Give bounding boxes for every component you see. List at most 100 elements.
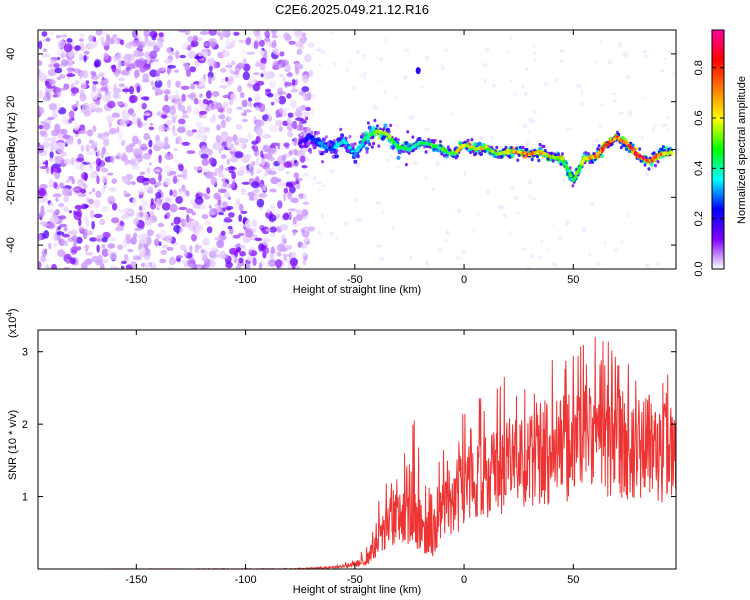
ridge-blob [364,141,368,145]
noise-blob [199,30,209,36]
noise-blob [268,258,277,267]
ridge-blob [335,148,339,153]
noise-blob [48,179,54,188]
ridge-blob [538,142,542,147]
noise-blob [155,198,161,207]
noise-blob [272,48,279,54]
noise-blob [105,114,115,123]
noise-blob [74,80,80,85]
noise-blob [61,59,69,67]
noise-blob [613,248,618,252]
noise-blob [53,242,58,248]
noise-blob [167,79,172,88]
noise-blob [101,166,105,171]
noise-blob [48,79,56,86]
noise-blob [60,34,67,38]
noise-blob [265,88,272,93]
noise-blob [351,86,356,91]
noise-blob [90,150,96,156]
noise-blob [149,50,158,59]
ridge-blob [416,137,420,142]
noise-blob [263,30,270,37]
noise-blob [61,187,69,196]
noise-blob [201,168,210,172]
noise-blob [247,97,253,102]
colorbar-tick-label: 0.2 [693,211,705,226]
ridge-blob [368,142,372,147]
noise-blob [242,57,247,65]
noise-blob [220,67,227,73]
noise-blob [100,86,108,92]
noise-blob [391,226,396,230]
ridge-blob [347,149,351,153]
x-tick-label: 0 [461,574,467,586]
noise-blob [283,187,289,194]
ridge-blob [504,145,508,150]
noise-blob [292,230,297,237]
noise-blob [660,68,665,73]
noise-blob [435,160,441,167]
noise-blob [89,90,99,100]
ridge-blob [334,154,339,159]
noise-blob [220,77,225,83]
noise-blob [216,124,221,131]
noise-blob [277,200,283,209]
noise-blob [107,91,112,95]
ridge-blob [348,135,352,139]
noise-blob [301,172,310,177]
ridge-blob [463,140,467,144]
noise-blob [43,230,50,239]
ridge-core [358,145,363,149]
noise-blob [101,236,108,243]
noise-blob [287,191,292,200]
noise-blob [71,229,78,236]
noise-blob [269,232,276,238]
ridge-blob [396,155,401,160]
ridge-blob [343,144,347,149]
noise-blob [284,81,292,87]
noise-blob [286,93,292,99]
noise-blob [60,128,68,135]
noise-blob [201,213,209,220]
noise-blob [482,63,488,68]
noise-blob [57,226,62,230]
noise-blob [84,204,89,209]
noise-blob [95,190,102,198]
noise-blob [164,197,172,203]
noise-blob [286,117,292,125]
x-tick-label: -150 [125,274,147,286]
noise-blob [509,79,513,82]
noise-blob [348,60,351,64]
noise-blob [101,187,105,194]
noise-blob [431,187,436,192]
noise-blob [95,158,102,166]
noise-blob [226,158,230,165]
noise-blob [181,141,191,146]
noise-blob [317,229,322,235]
noise-blob [78,129,87,135]
noise-blob [234,70,240,76]
outlier-spot [415,67,421,75]
noise-blob [102,32,108,36]
noise-blob [210,172,218,177]
noise-blob [100,263,105,269]
noise-blob [306,91,312,101]
noise-blob [532,44,535,48]
noise-blob [483,78,488,83]
ridge-blob [398,150,402,154]
ridge-blob [376,124,379,128]
noise-blob [202,98,209,105]
noise-blob [50,129,59,137]
noise-blob [271,34,278,39]
noise-blob [346,67,349,73]
noise-blob [38,261,42,269]
noise-blob [94,238,101,242]
noise-blob [666,116,670,120]
noise-blob [116,152,122,160]
ridge-blob [424,150,428,154]
noise-blob [362,71,368,75]
noise-blob [320,184,327,187]
noise-blob [138,243,143,249]
noise-blob [261,159,265,164]
ridge-blob [361,132,365,136]
